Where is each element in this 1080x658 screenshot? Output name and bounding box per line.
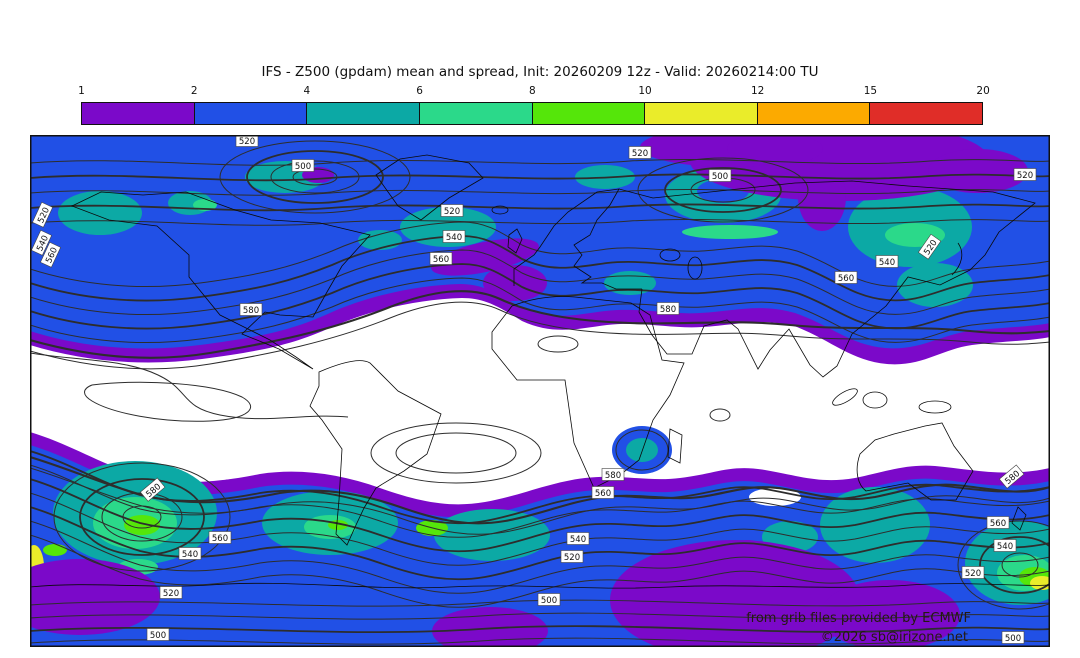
svg-text:540: 540 xyxy=(879,258,895,268)
svg-text:560: 560 xyxy=(212,534,228,544)
colorbar-tick: 15 xyxy=(863,85,878,97)
colorbar-tick: 1 xyxy=(78,85,85,97)
svg-text:520: 520 xyxy=(1017,171,1033,181)
colorbar-segment-1 xyxy=(82,103,195,124)
contour-label: 520 xyxy=(159,586,183,599)
contour-label: 560 xyxy=(429,252,453,265)
svg-text:540: 540 xyxy=(570,535,586,545)
weather-map: 520 500 520 500 520 520 540 560 520 540 560 580 520 5… xyxy=(30,135,1050,647)
contour-label: 500 xyxy=(146,628,170,641)
contour-label: 520 xyxy=(628,146,652,159)
contour-label: 500 xyxy=(1001,631,1025,644)
svg-text:560: 560 xyxy=(990,519,1006,529)
svg-text:520: 520 xyxy=(632,149,648,159)
colorbar-segment-3 xyxy=(307,103,420,124)
contour-label: 580 xyxy=(239,303,263,316)
map-border xyxy=(30,135,1050,647)
colorbar-segment-6 xyxy=(645,103,758,124)
contour-label: 560 xyxy=(834,271,858,284)
svg-text:540: 540 xyxy=(446,233,462,243)
contour-label: 560 xyxy=(208,531,232,544)
contour-label: 540 xyxy=(442,230,466,243)
attribution-line1: from grib files provided by ECMWF xyxy=(746,611,971,626)
svg-text:580: 580 xyxy=(243,306,259,316)
contour-label: 540 xyxy=(566,532,590,545)
contour-label: 520 xyxy=(961,566,985,579)
svg-text:520: 520 xyxy=(444,207,460,217)
svg-text:500: 500 xyxy=(150,631,166,641)
colorbar-tick: 12 xyxy=(751,85,765,97)
svg-text:520: 520 xyxy=(564,553,580,563)
svg-text:560: 560 xyxy=(595,489,611,499)
svg-text:500: 500 xyxy=(712,172,728,182)
svg-text:520: 520 xyxy=(239,137,255,147)
coastlines xyxy=(30,154,1050,589)
contour-label: 540 xyxy=(993,539,1017,552)
colorbar-segment-5 xyxy=(532,103,646,124)
map-container: 520 500 520 500 520 520 540 560 520 540 560 580 520 5… xyxy=(30,135,1050,647)
contour-labels: 520 500 520 500 520 520 540 560 520 540 560 580 520 5… xyxy=(31,135,1037,644)
contour-label: 580 xyxy=(656,302,680,315)
svg-text:580: 580 xyxy=(605,471,621,481)
contour-label: 520 xyxy=(440,204,464,217)
colorbar-ticks: 1 2 4 6 8 10 12 15 20 xyxy=(0,85,1080,99)
svg-text:520: 520 xyxy=(163,589,179,599)
svg-text:500: 500 xyxy=(1005,634,1021,644)
contour-label: 560 xyxy=(986,516,1010,529)
contour-label: 540 xyxy=(178,547,202,560)
svg-text:520: 520 xyxy=(965,569,981,579)
contour-lines xyxy=(30,140,1050,645)
svg-text:580: 580 xyxy=(660,305,676,315)
colorbar xyxy=(81,102,983,125)
attribution-line2: ©2026 sb@irizone.net xyxy=(821,630,968,645)
svg-text:500: 500 xyxy=(541,596,557,606)
colorbar-tick: 6 xyxy=(416,85,423,97)
svg-text:560: 560 xyxy=(838,274,854,284)
contour-label: 520 xyxy=(235,135,259,147)
svg-text:540: 540 xyxy=(182,550,198,560)
colorbar-tick: 8 xyxy=(528,85,536,97)
colorbar-tick: 20 xyxy=(976,85,990,97)
colorbar-segment-7 xyxy=(757,103,871,124)
contour-label: 540 xyxy=(875,255,899,268)
contour-label: 500 xyxy=(708,169,732,182)
svg-text:500: 500 xyxy=(295,162,311,172)
contour-label: 560 xyxy=(591,486,615,499)
chart-title: IFS - Z500 (gpdam) mean and spread, Init… xyxy=(261,64,819,80)
svg-text:540: 540 xyxy=(997,542,1013,552)
contour-label: 520 xyxy=(1013,168,1037,181)
contour-label: 500 xyxy=(291,159,315,172)
colorbar-tick: 2 xyxy=(190,85,198,97)
spread-fill-purple-patches xyxy=(30,135,1028,647)
colorbar-tick: 4 xyxy=(303,85,311,97)
colorbar-segment-2 xyxy=(194,103,308,124)
colorbar-segment-8 xyxy=(870,103,982,124)
svg-text:560: 560 xyxy=(433,255,449,265)
contour-label: 500 xyxy=(537,593,561,606)
contour-label: 520 xyxy=(560,550,584,563)
white-gaps xyxy=(196,466,801,506)
contour-label: 580 xyxy=(601,468,625,481)
colorbar-segment-4 xyxy=(419,103,533,124)
colorbar-tick: 10 xyxy=(638,85,652,97)
